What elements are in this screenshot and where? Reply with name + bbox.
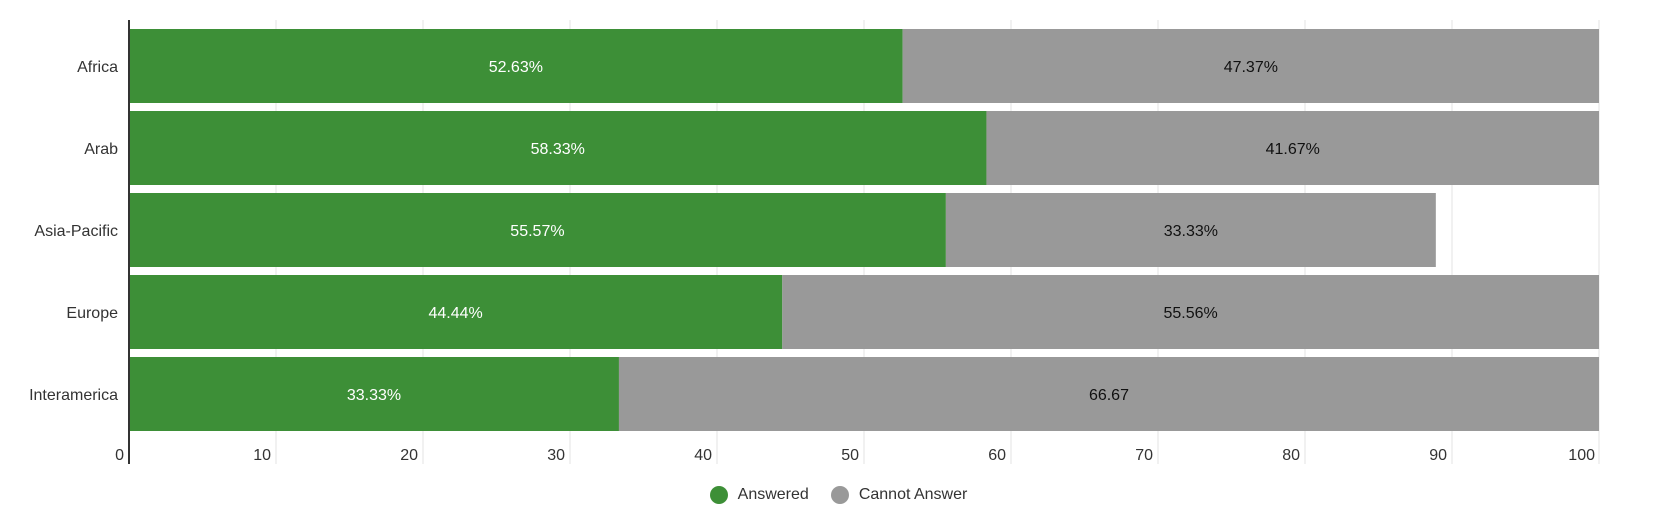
bar-cannot-answer-arab[interactable]	[986, 111, 1599, 185]
bar-cannot-answer-asia-pacific[interactable]	[945, 193, 1436, 267]
x-tick-label-60: 60	[988, 447, 1006, 464]
data-label-cannot-answer-asia-pacific: 33.33%	[1164, 223, 1218, 240]
legend-label-cannot-answer: Cannot Answer	[858, 486, 968, 503]
bar-answered-europe[interactable]	[129, 275, 783, 349]
legend-swatch-cannot-answer	[830, 486, 849, 504]
x-tick-label-0: 0	[115, 447, 124, 464]
data-label-cannot-answer-arab: 41.67%	[1266, 141, 1320, 158]
data-label-answered-asia-pacific: 55.57%	[510, 223, 564, 240]
x-tick-label-20: 20	[400, 447, 418, 464]
legend: Answered Cannot Answer	[0, 486, 1677, 504]
data-label-answered-africa: 52.63%	[489, 59, 543, 76]
legend-swatch-answered	[709, 486, 728, 504]
x-tick-label-70: 70	[1135, 447, 1153, 464]
category-label-asia-pacific: Asia-Pacific	[34, 223, 118, 240]
bar-answered-asia-pacific[interactable]	[129, 193, 946, 267]
x-tick-label-90: 90	[1429, 447, 1447, 464]
category-label-africa: Africa	[77, 59, 118, 76]
x-tick-label-10: 10	[253, 447, 271, 464]
legend-item-cannot-answer[interactable]: Cannot Answer	[830, 486, 968, 504]
data-label-answered-europe: 44.44%	[429, 305, 483, 322]
data-label-answered-arab: 58.33%	[531, 141, 585, 158]
category-label-arab: Arab	[84, 141, 118, 158]
x-tick-label-30: 30	[547, 447, 565, 464]
bar-cannot-answer-interamerica[interactable]	[618, 357, 1599, 431]
category-label-interamerica: Interamerica	[29, 387, 118, 404]
legend-item-answered[interactable]: Answered	[709, 486, 809, 504]
bar-answered-africa[interactable]	[129, 29, 903, 103]
bar-answered-arab[interactable]	[129, 111, 987, 185]
bar-cannot-answer-africa[interactable]	[902, 29, 1599, 103]
data-label-cannot-answer-interamerica: 66.67	[1089, 387, 1129, 404]
data-label-answered-interamerica: 33.33%	[347, 387, 401, 404]
x-tick-label-80: 80	[1282, 447, 1300, 464]
category-label-europe: Europe	[66, 305, 118, 322]
stacked-bar-chart: 52.63% 47.37% Africa 58.33% 41.67% Arab 55.57%…	[29, 20, 1600, 464]
data-label-cannot-answer-africa: 47.37%	[1224, 59, 1278, 76]
x-tick-label-50: 50	[841, 447, 859, 464]
x-tick-label-100: 100	[1568, 447, 1595, 464]
legend-label-answered: Answered	[737, 486, 809, 503]
x-tick-label-40: 40	[694, 447, 712, 464]
bar-answered-interamerica[interactable]	[129, 357, 619, 431]
data-label-cannot-answer-europe: 55.56%	[1164, 305, 1218, 322]
bar-cannot-answer-europe[interactable]	[782, 275, 1599, 349]
